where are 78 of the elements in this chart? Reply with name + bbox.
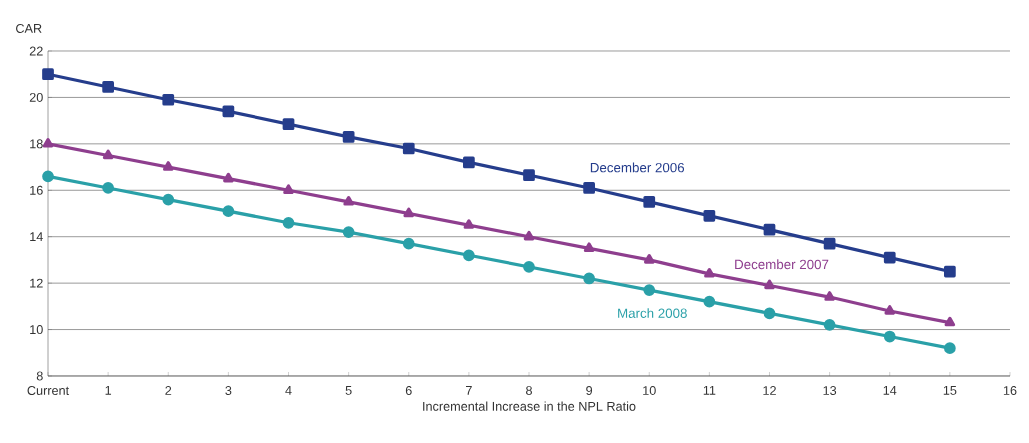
point	[703, 295, 716, 308]
x-tick-label: 10	[643, 386, 656, 395]
point	[944, 265, 956, 278]
point	[342, 131, 355, 143]
point	[643, 284, 656, 296]
point	[523, 230, 535, 241]
point	[222, 205, 235, 218]
point	[763, 307, 776, 320]
x-tick-label: 13	[823, 386, 837, 395]
x-tick-label: 12	[763, 386, 776, 395]
point	[162, 161, 174, 171]
point	[42, 170, 54, 183]
point	[523, 261, 535, 273]
x-axis-title: Incremental Increase in the NPL Ratio	[423, 401, 636, 411]
x-tick-label: 4	[285, 386, 292, 395]
y-tick-label: 16	[30, 185, 43, 195]
y-tick-label: 18	[30, 139, 43, 149]
point	[823, 319, 836, 331]
point	[102, 81, 115, 93]
x-tick-label: 2	[165, 386, 172, 395]
point	[42, 137, 54, 148]
point	[463, 249, 475, 262]
point	[883, 330, 896, 343]
point	[343, 196, 354, 206]
point	[824, 291, 835, 301]
point	[763, 223, 776, 236]
point	[102, 149, 114, 160]
point	[223, 172, 234, 183]
point	[342, 226, 355, 238]
point	[944, 342, 956, 354]
point	[884, 305, 896, 315]
point	[402, 142, 415, 155]
point	[283, 184, 294, 195]
x-tick-label: 5	[345, 386, 352, 395]
point	[703, 209, 716, 222]
x-tick-label: 9	[586, 386, 593, 395]
x-tick-label: 1	[105, 386, 112, 395]
point	[704, 267, 715, 278]
point	[102, 182, 115, 194]
point	[523, 169, 535, 182]
point	[944, 316, 956, 327]
point	[42, 68, 54, 81]
x-tick-label: 16	[1003, 386, 1017, 395]
point	[643, 196, 656, 208]
point	[823, 237, 836, 250]
series-label: March 2008	[618, 308, 687, 318]
point	[463, 219, 475, 229]
y-tick-label: 20	[29, 92, 43, 102]
point	[222, 105, 235, 118]
y-tick-label: 22	[29, 46, 43, 56]
y-tick-label: 8	[36, 371, 43, 381]
x-tick-label: 8	[526, 386, 532, 395]
x-tick-label: 15	[943, 386, 957, 395]
point	[883, 251, 896, 264]
x-tick-label: 14	[883, 386, 897, 395]
point	[403, 207, 415, 218]
point	[282, 216, 295, 229]
point	[463, 156, 475, 169]
point	[643, 254, 655, 264]
point	[402, 237, 415, 250]
point	[764, 279, 775, 290]
point	[162, 93, 175, 106]
x-tick-label: Current	[27, 386, 70, 395]
y-axis-title: CAR	[16, 23, 42, 33]
y-tick-label: 12	[30, 278, 43, 288]
series-label: December 2007	[735, 259, 829, 270]
point	[282, 118, 295, 130]
x-tick-label: 3	[225, 386, 232, 395]
x-tick-label: 11	[703, 386, 716, 395]
point	[583, 182, 595, 194]
series-label: December 2006	[590, 162, 685, 173]
y-tick-label: 14	[30, 232, 43, 242]
point	[583, 272, 595, 285]
point	[162, 193, 175, 206]
x-tick-label: 6	[405, 386, 412, 395]
point	[583, 242, 595, 253]
y-tick-label: 10	[30, 325, 43, 335]
x-tick-label: 7	[466, 386, 472, 395]
